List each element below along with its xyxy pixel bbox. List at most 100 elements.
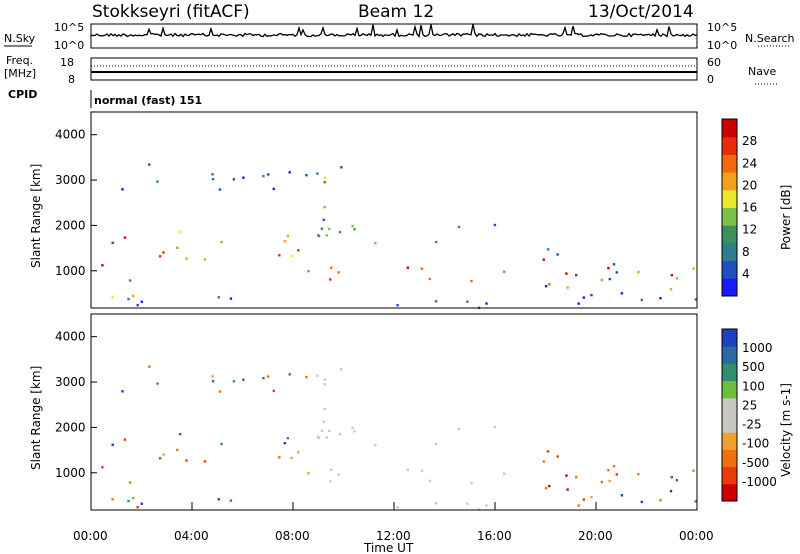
velocity-cell (272, 389, 275, 393)
velocity-cell (211, 375, 214, 378)
power-cell (323, 205, 326, 209)
velocity-cell (577, 504, 580, 507)
power-cell (179, 230, 182, 234)
nave-label: Nave (748, 65, 776, 78)
velocity-ylabel: Slant Range [km] (29, 366, 43, 470)
colorbar-tick-label: 4 (742, 267, 750, 281)
power-cell (111, 296, 114, 299)
power-cell (435, 240, 438, 244)
power-cell (123, 236, 127, 239)
velocity-cell (328, 429, 331, 433)
power-cell (290, 254, 293, 258)
velocity-cell (111, 498, 114, 501)
power-cell (466, 300, 469, 303)
power-cell (428, 277, 431, 281)
velocity-cell (503, 472, 506, 475)
power-cell (232, 178, 236, 181)
velocity-cell (232, 380, 236, 383)
velocity-cell (330, 468, 333, 471)
colorbar-segment (722, 346, 737, 364)
cpid-label: CPID (8, 88, 37, 101)
velocity-cell (600, 480, 603, 484)
velocity-cell (329, 480, 332, 483)
y-tick-label: 4000 (55, 330, 86, 344)
velocity-cell (111, 443, 114, 446)
velocity-cell (162, 453, 165, 456)
velocity-colorbar-ticks: -1000 -500 -100 -25 25 100 500 1000 (742, 341, 777, 489)
velocity-cell (493, 425, 497, 429)
velocity-cell (675, 479, 679, 482)
velocity-cell (290, 456, 293, 460)
velocity-cell (211, 380, 215, 383)
velocity-cell (640, 500, 643, 504)
velocity-cell (670, 476, 673, 479)
velocity-colorbar (722, 329, 737, 502)
power-cell (136, 304, 139, 307)
velocity-cell (669, 489, 673, 493)
velocity-cell (217, 498, 220, 501)
velocity-cell (320, 429, 324, 432)
velocity-cell (229, 499, 233, 502)
noise-right-tick-top: 10^5 (707, 21, 737, 34)
power-cell (242, 176, 245, 179)
nave-tick-bottom: 0 (707, 73, 714, 86)
velocity-cell (485, 504, 488, 507)
velocity-cell (694, 500, 697, 503)
colorbar-tick-label: 100 (742, 379, 765, 393)
x-tick-label: 08:00 (275, 529, 310, 543)
power-cell (544, 285, 548, 288)
velocity-cell (286, 437, 289, 440)
velocity-cell (128, 481, 132, 484)
velocity-cell (322, 420, 325, 423)
colorbar-tick-label: -500 (742, 456, 769, 470)
velocity-cell (136, 506, 139, 509)
power-cell (548, 282, 551, 286)
velocity-cell (297, 451, 300, 454)
velocity-cell (176, 448, 179, 452)
velocity-cell (692, 469, 695, 472)
power-cell (620, 292, 624, 295)
colorbar-tick-label: 20 (742, 178, 757, 192)
colorbar-segment (722, 189, 737, 208)
x-tick-label: 00:00 (73, 529, 108, 543)
power-cell (278, 254, 281, 257)
power-cell (217, 296, 220, 299)
velocity-cell (242, 378, 245, 381)
velocity-cell (542, 460, 545, 463)
velocity-cell (353, 430, 356, 433)
colorbar-tick-label: -25 (742, 418, 762, 432)
velocity-cell (548, 484, 551, 488)
power-cell (692, 267, 695, 270)
velocity-cell (156, 382, 159, 385)
nsearch-label: N.Search (745, 32, 795, 45)
power-cell (566, 286, 569, 289)
velocity-cell (121, 390, 124, 393)
velocity-cell (218, 390, 222, 393)
power-cell (615, 271, 618, 274)
velocity-cell (179, 432, 182, 436)
power-cell (262, 174, 265, 178)
velocity-cell (185, 459, 188, 462)
power-cell (637, 270, 640, 274)
velocity-cell (466, 502, 469, 505)
power-cell (340, 166, 343, 169)
velocity-cell (148, 365, 151, 368)
power-cell (396, 304, 399, 307)
power-cell (140, 300, 143, 303)
y-tick-label: 3000 (55, 173, 86, 187)
velocity-panel-frame (90, 313, 698, 511)
velocity-cell (575, 476, 578, 479)
power-cell (272, 187, 275, 191)
velocity-cell (307, 472, 310, 475)
colorbar-segment (722, 415, 737, 433)
power-cell (600, 278, 603, 282)
velocity-cell (220, 442, 223, 446)
colorbar-segment (722, 466, 737, 485)
power-cell (565, 272, 568, 275)
velocity-cell (323, 407, 326, 411)
power-cell (457, 225, 461, 229)
power-cell (132, 294, 135, 298)
power-cell (220, 240, 223, 244)
y-tick-label: 1000 (55, 466, 86, 480)
colorbar-tick-label: 1000 (742, 341, 773, 355)
